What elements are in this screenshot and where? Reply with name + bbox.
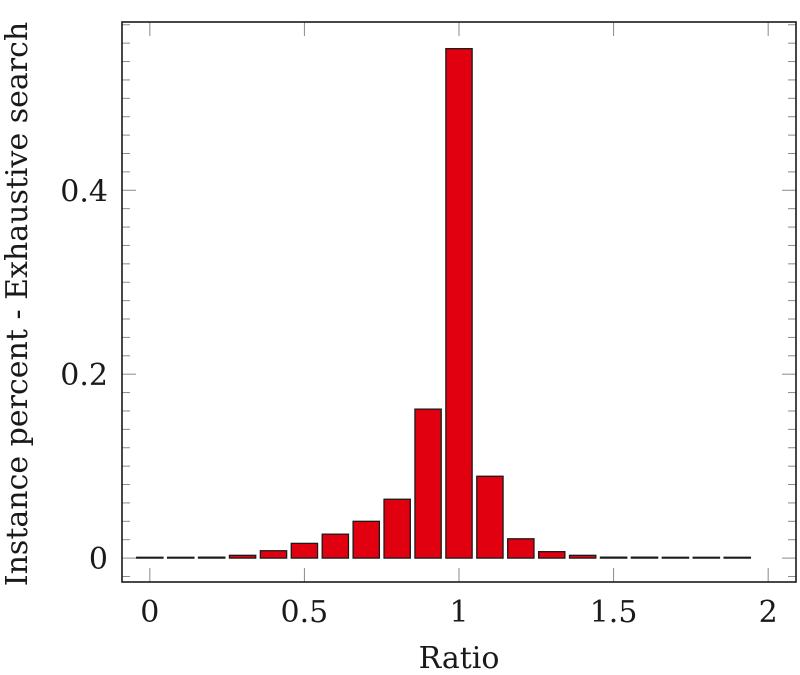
bar [197, 556, 226, 559]
bar [228, 554, 257, 559]
bar [568, 554, 597, 559]
x-tick-labels: 0 0.5 1 1.5 2 [140, 595, 777, 630]
bar [259, 550, 288, 559]
major-ticks [149, 22, 769, 582]
bar [352, 520, 381, 559]
x-tick-label: 1.5 [590, 595, 638, 630]
bar [414, 408, 442, 559]
y-tick-label: 0.4 [60, 174, 108, 209]
minor-ticks [122, 24, 796, 577]
x-axis-label: Ratio [419, 641, 500, 675]
bar [166, 556, 195, 559]
y-axis-label: Instance percent - Exhaustive search [0, 22, 35, 587]
x-tick-label: 0 [140, 595, 159, 630]
bar [692, 556, 721, 559]
bar [136, 556, 164, 559]
bars-group [136, 48, 752, 559]
bar [445, 48, 473, 559]
y-tick-labels: 0 0.2 0.4 [60, 174, 108, 577]
plot-frame [121, 21, 797, 583]
x-tick-label: 0.5 [281, 595, 329, 630]
bar [537, 551, 566, 559]
y-tick-label: 0.2 [60, 358, 108, 393]
bar [476, 475, 504, 559]
bar [723, 556, 752, 559]
y-tick-label: 0 [89, 542, 108, 577]
bar [290, 542, 319, 559]
bar [383, 498, 411, 559]
bar [599, 556, 628, 559]
bar [321, 533, 350, 559]
bar [507, 538, 535, 559]
x-tick-label: 2 [759, 595, 778, 630]
bar [661, 556, 690, 559]
bar [630, 556, 659, 559]
x-tick-label: 1 [449, 595, 468, 630]
